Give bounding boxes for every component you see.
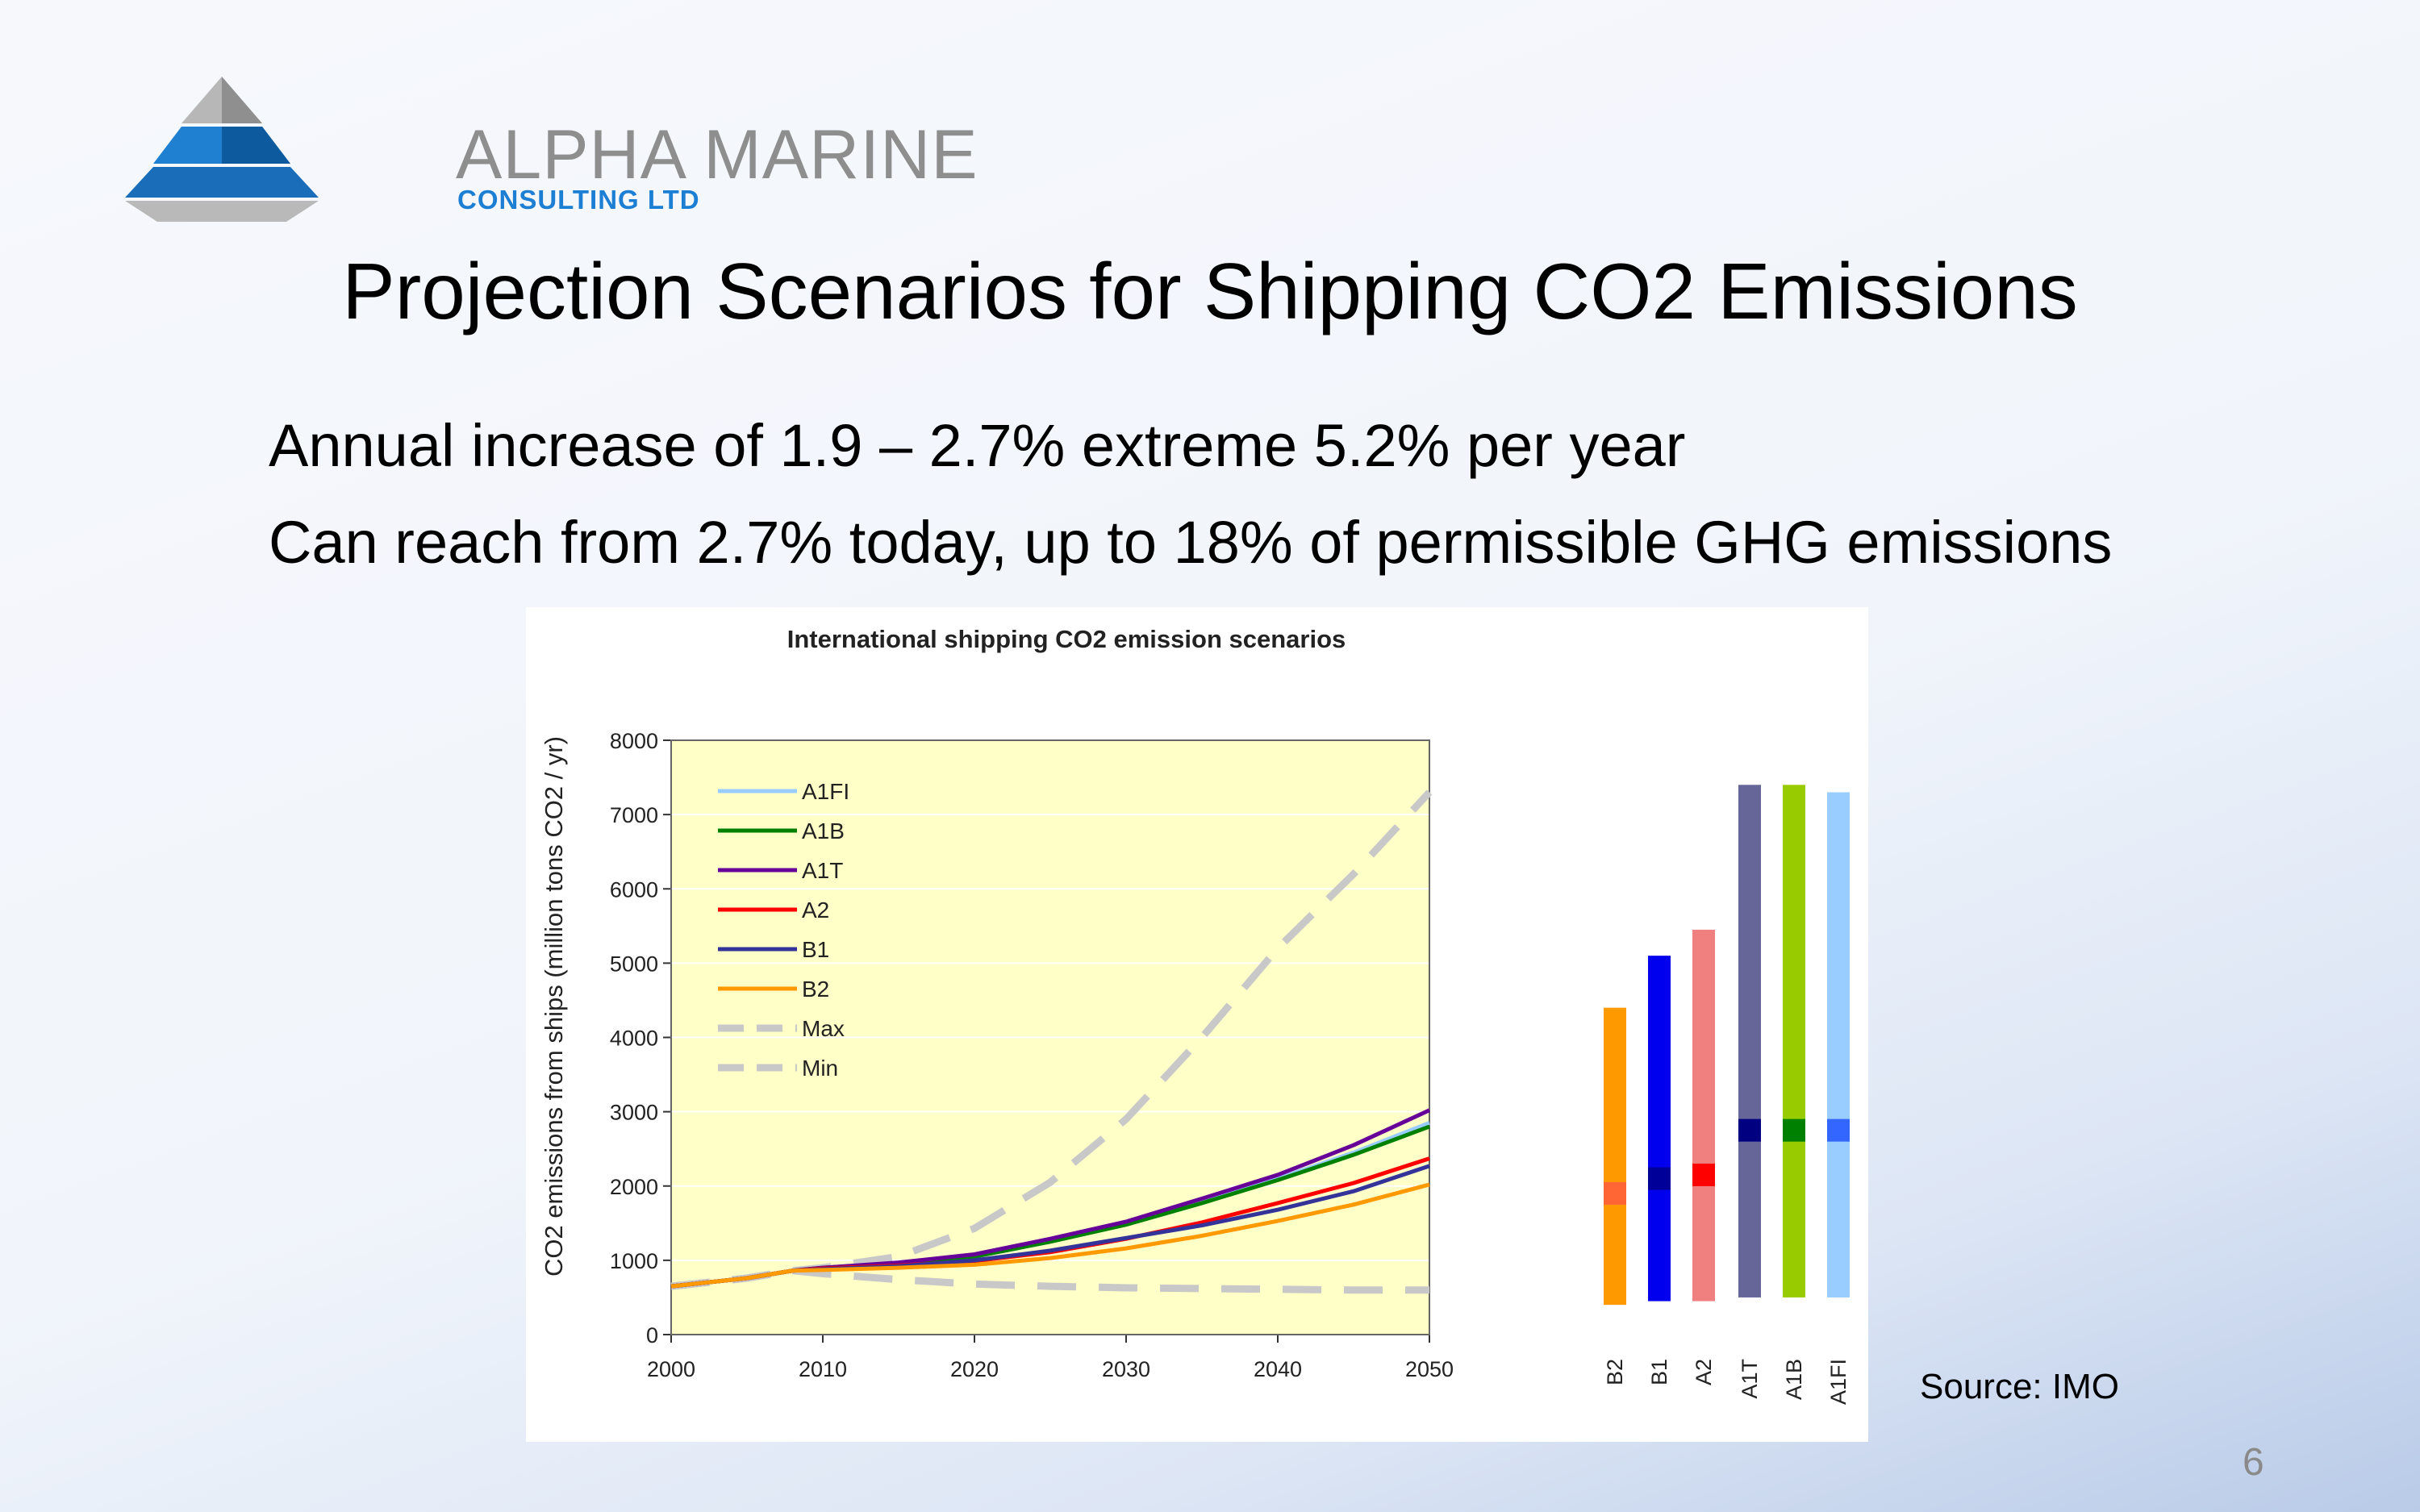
range-bar-a1fi	[1827, 792, 1850, 1297]
range-label-a1t: A1T	[1738, 1359, 1762, 1399]
legend-label-a1t: A1T	[802, 858, 843, 883]
range-marker-b1	[1648, 1167, 1671, 1190]
legend-label-b2: B2	[802, 977, 829, 1002]
range-label-a1b: A1B	[1782, 1359, 1806, 1400]
x-tick-label: 2010	[799, 1357, 847, 1381]
x-tick-label: 2030	[1102, 1357, 1150, 1381]
range-bar-b1	[1648, 956, 1671, 1302]
chart-figure: International shipping CO2 emission scen…	[526, 607, 1868, 1442]
series-line-min	[670, 1267, 1429, 1294]
y-tick-label: 8000	[610, 729, 658, 753]
x-tick-label: 2040	[1254, 1357, 1302, 1381]
y-tick-label: 3000	[610, 1101, 658, 1125]
source-note: Source: IMO	[1920, 1367, 2119, 1406]
pyramid-logo-icon	[125, 77, 319, 222]
axes: 0 1000 2000 3000 4000 5000 6000 7000 8000 2000 201…	[610, 729, 1454, 1381]
logo-company-subtitle: CONSULTING LTD	[457, 185, 700, 215]
slide-title: Projection Scenarios for Shipping CO2 Em…	[342, 247, 2078, 335]
y-tick-label: 4000	[610, 1027, 658, 1051]
legend: A1FI A1B A1T A2 B1 B2 Max Min	[718, 779, 849, 1081]
x-tick-label: 2000	[647, 1357, 695, 1381]
page-number: 6	[2243, 1441, 2264, 1484]
y-tick-label: 5000	[610, 952, 658, 976]
x-tick-label: 2050	[1405, 1357, 1454, 1381]
legend-label-a1fi: A1FI	[802, 779, 849, 804]
range-label-a2: A2	[1692, 1359, 1716, 1385]
scenario-range-bars: B2 B1 A2 A1T A1B A1FI	[1603, 785, 1850, 1405]
bullet-annual-increase: Annual increase of 1.9 – 2.7% extreme 5.…	[269, 412, 1686, 479]
y-tick-label: 2000	[610, 1175, 658, 1199]
plot-frame	[670, 739, 1430, 1335]
range-marker-a2	[1692, 1163, 1715, 1186]
range-marker-a1t	[1738, 1118, 1761, 1142]
bullet-ghg-share: Can reach from 2.7% today, up to 18% of …	[269, 509, 2113, 576]
legend-label-a2: A2	[802, 898, 829, 923]
range-bar-a2	[1692, 929, 1715, 1302]
y-tick-label: 0	[646, 1323, 658, 1347]
y-tick-label: 1000	[610, 1249, 658, 1273]
logo-company-name: ALPHA MARINE	[456, 116, 978, 194]
series-line-b2	[670, 1182, 1430, 1289]
y-tick-label: 6000	[610, 877, 658, 902]
legend-label-max: Max	[802, 1016, 845, 1041]
series-lines	[670, 789, 1433, 1294]
y-tick-label: 7000	[610, 803, 658, 827]
legend-label-b1: B1	[802, 937, 829, 962]
range-marker-a1fi	[1827, 1118, 1850, 1142]
legend-label-min: Min	[802, 1056, 838, 1081]
x-tick-label: 2020	[950, 1357, 999, 1381]
range-marker-a1b	[1783, 1118, 1805, 1142]
range-label-a1fi: A1FI	[1826, 1359, 1850, 1405]
chart-title: International shipping CO2 emission scen…	[787, 625, 1346, 653]
y-axis-label: CO2 emissions from ships (million tons C…	[540, 736, 568, 1277]
range-bar-a1t	[1738, 785, 1761, 1297]
range-label-b1: B1	[1647, 1359, 1671, 1385]
range-bar-a1b	[1783, 785, 1805, 1297]
emissions-chart: International shipping CO2 emission scen…	[540, 625, 1850, 1405]
company-logo: ALPHA MARINE CONSULTING LTD	[125, 77, 978, 230]
range-marker-b2	[1604, 1181, 1626, 1205]
range-label-b2: B2	[1603, 1359, 1627, 1385]
legend-label-a1b: A1B	[802, 818, 845, 843]
series-line-max	[670, 789, 1433, 1290]
range-bar-b2	[1604, 1007, 1626, 1306]
